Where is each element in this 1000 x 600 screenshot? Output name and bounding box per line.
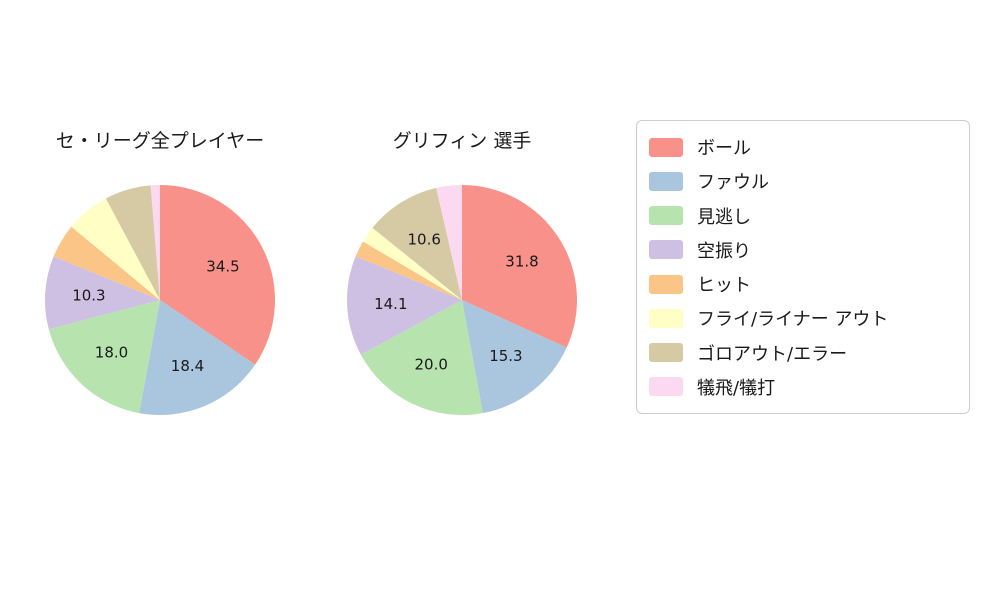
legend-label: ボール [697, 138, 751, 160]
legend-swatch [649, 377, 683, 397]
legend-label: ファウル [697, 172, 769, 194]
pie-slice [436, 185, 462, 300]
pie-slice [462, 300, 567, 414]
pie-slice [150, 185, 160, 300]
pie-slice [53, 226, 161, 300]
legend-swatch [649, 274, 683, 294]
pie-chart-right: 31.8 15.3 20.0 14.1 10.6 [347, 185, 577, 416]
pie-slice [105, 185, 160, 300]
pie-slice [139, 300, 256, 416]
pie-percentage-label: 10.3 [72, 286, 105, 304]
pie-slice [462, 185, 577, 348]
legend-item: ボール [649, 130, 957, 164]
legend-item: ファウル [649, 164, 957, 198]
legend-item: ゴロアウト/エラー [649, 336, 957, 370]
legend-swatch [649, 240, 683, 260]
legend-swatch [649, 171, 683, 191]
pie-percentage-label: 10.6 [407, 231, 440, 249]
legend-label: ヒット [697, 275, 751, 297]
pie-percentage-label: 18.4 [171, 357, 204, 375]
legend-item: 犠飛/犠打 [649, 370, 957, 404]
legend-label: 犠飛/犠打 [697, 377, 776, 399]
legend-label: ゴロアウト/エラー [697, 343, 848, 365]
pie-slice [71, 198, 160, 300]
pie-title-right: グリフィン 選手 [392, 130, 532, 152]
pie-percentage-label: 18.0 [95, 343, 128, 361]
pie-chart-left: 34.5 18.4 18.0 10.3 [44, 185, 275, 416]
pie-slice [355, 241, 462, 300]
legend-swatch [649, 137, 683, 157]
pie-percentage-label: 20.0 [414, 355, 447, 373]
pie-percentage-label: 15.3 [489, 347, 522, 365]
pie-slice [372, 187, 462, 300]
legend-label: フライ/ライナー アウト [697, 309, 889, 331]
legend-item: 空振り [649, 233, 957, 267]
pie-title-left: セ・リーグ全プレイヤー [55, 130, 265, 152]
pie-slice [347, 256, 462, 355]
legend-label: 空振り [697, 240, 751, 262]
legend-item: 見逃し [649, 199, 957, 233]
legend-item: ヒット [649, 267, 957, 301]
legend-item: フライ/ライナー アウト [649, 301, 957, 335]
pie-slice [48, 300, 160, 414]
legend: ボールファウル見逃し空振りヒットフライ/ライナー アウト ゴロアウト/エラー 犠飛/… [636, 120, 970, 414]
pie-percentage-label: 34.5 [206, 258, 239, 276]
pie-percentage-label: 31.8 [505, 252, 538, 270]
legend-swatch [649, 343, 683, 363]
pie-slice [360, 300, 483, 416]
legend-swatch [649, 308, 683, 328]
pie-slice [160, 185, 275, 365]
pie-slice [363, 227, 462, 300]
pie-slice [44, 256, 160, 330]
pie-percentage-label: 14.1 [374, 295, 407, 313]
legend-swatch [649, 206, 683, 226]
legend-label: 見逃し [697, 206, 751, 228]
